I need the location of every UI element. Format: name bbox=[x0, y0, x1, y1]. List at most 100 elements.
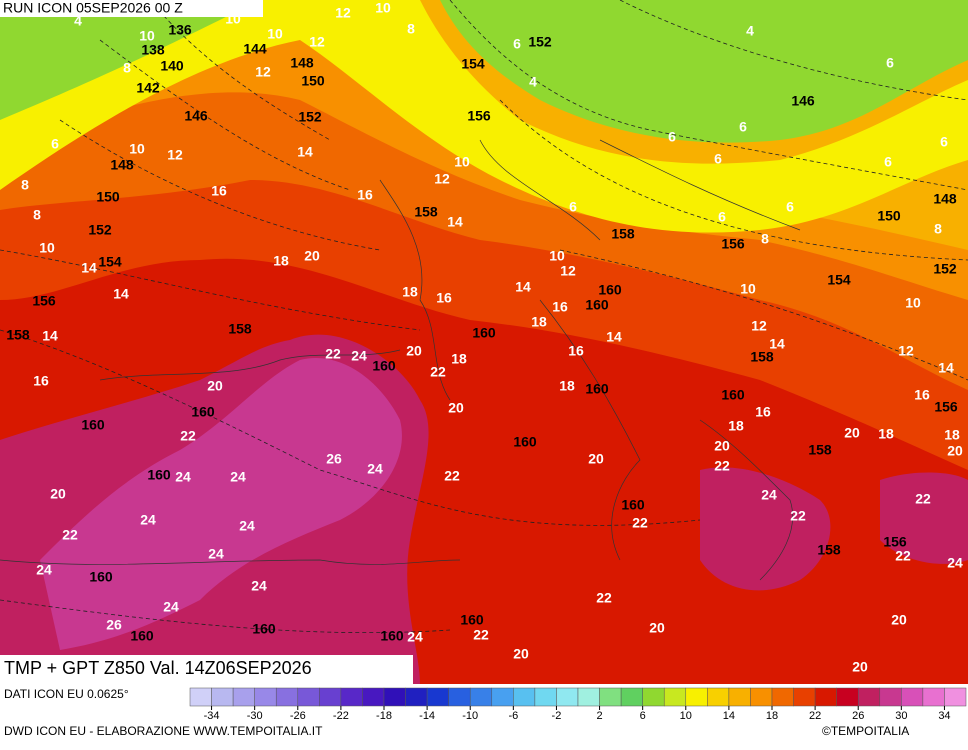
colorbar-swatch bbox=[362, 687, 385, 707]
colorbar-tick-label: -18 bbox=[376, 710, 392, 722]
colorbar-tick-label: 34 bbox=[938, 710, 950, 722]
temperature-label: 14 bbox=[606, 329, 622, 345]
temperature-label: 12 bbox=[335, 5, 351, 21]
temperature-label: 18 bbox=[402, 284, 418, 300]
temperature-label: 20 bbox=[852, 659, 868, 675]
geopotential-label: 160 bbox=[130, 628, 154, 644]
temperature-label: 6 bbox=[940, 134, 948, 150]
colorbar-tick-label: -26 bbox=[290, 710, 306, 722]
temperature-label: 10 bbox=[139, 28, 155, 44]
temperature-label: 12 bbox=[434, 171, 450, 187]
geopotential-contours bbox=[0, 0, 968, 634]
colorbar-swatch bbox=[642, 687, 665, 707]
temperature-label: 12 bbox=[898, 343, 914, 359]
colorbar-swatch bbox=[232, 687, 255, 707]
temperature-label: 10 bbox=[39, 240, 55, 256]
temperature-label: 24 bbox=[367, 461, 383, 477]
temperature-label: 26 bbox=[106, 617, 122, 633]
geopotential-label: 152 bbox=[528, 34, 552, 50]
geopotential-label: 156 bbox=[467, 108, 491, 124]
temperature-label: 20 bbox=[947, 443, 963, 459]
colorbar-tick-label: 18 bbox=[766, 710, 778, 722]
geopotential-label: 160 bbox=[460, 612, 484, 628]
temperature-label: 8 bbox=[21, 177, 29, 193]
colorbar-swatch bbox=[620, 687, 643, 707]
geopotential-label: 148 bbox=[933, 191, 957, 207]
temperature-label: 20 bbox=[844, 425, 860, 441]
geopotential-label: 160 bbox=[147, 467, 171, 483]
geopotential-label: 152 bbox=[88, 222, 112, 238]
temperature-label: 22 bbox=[632, 515, 648, 531]
geopotential-label: 158 bbox=[414, 204, 438, 220]
geopotential-label: 156 bbox=[721, 236, 745, 252]
colorbar-swatch bbox=[922, 687, 945, 707]
geopotential-label: 160 bbox=[252, 621, 276, 637]
temperature-label: 12 bbox=[167, 147, 183, 163]
colorbar-tick-label: -2 bbox=[552, 710, 562, 722]
colorbar-swatch bbox=[556, 687, 579, 707]
temperature-label: 14 bbox=[447, 214, 463, 230]
colorbar-tick-label: -34 bbox=[204, 710, 220, 722]
temperature-label: 6 bbox=[513, 36, 521, 52]
colorbar-swatch bbox=[189, 687, 212, 707]
geopotential-label: 160 bbox=[372, 358, 396, 374]
colorbar-swatch bbox=[383, 687, 406, 707]
temperature-label: 6 bbox=[569, 199, 577, 215]
temperature-label: 8 bbox=[123, 60, 131, 76]
temperature-label: 6 bbox=[51, 136, 59, 152]
temperature-label: 18 bbox=[728, 418, 744, 434]
geopotential-label: 136 bbox=[168, 22, 192, 38]
temperature-label: 20 bbox=[891, 612, 907, 628]
colorbar-tick-label: 26 bbox=[852, 710, 864, 722]
colorbar-swatch bbox=[491, 687, 514, 707]
temperature-field bbox=[0, 0, 968, 684]
temperature-label: 24 bbox=[175, 469, 191, 485]
temperature-label: 12 bbox=[255, 64, 271, 80]
temperature-label: 8 bbox=[407, 21, 415, 37]
temperature-label: 10 bbox=[225, 11, 241, 27]
geopotential-label: 158 bbox=[750, 349, 774, 365]
colorbar-swatch bbox=[211, 687, 234, 707]
temperature-label: 10 bbox=[740, 281, 756, 297]
temperature-label: 6 bbox=[884, 154, 892, 170]
temperature-label: 20 bbox=[207, 378, 223, 394]
colorbar-tick-label: 6 bbox=[640, 710, 646, 722]
temperature-label: 22 bbox=[596, 590, 612, 606]
temperature-label: 22 bbox=[444, 468, 460, 484]
colorbar-tick-label: -22 bbox=[333, 710, 349, 722]
temperature-label: 16 bbox=[755, 404, 771, 420]
temperature-label: 12 bbox=[309, 34, 325, 50]
geopotential-label: 150 bbox=[301, 73, 325, 89]
geopotential-label: 146 bbox=[791, 93, 815, 109]
colorbar-swatch bbox=[448, 687, 471, 707]
colorbar-swatch bbox=[319, 687, 342, 707]
temperature-label: 24 bbox=[36, 562, 52, 578]
temperature-label: 16 bbox=[436, 290, 452, 306]
geopotential-label: 150 bbox=[96, 189, 120, 205]
temperature-label: 6 bbox=[714, 151, 722, 167]
geopotential-label: 154 bbox=[461, 56, 485, 72]
temperature-label: 18 bbox=[559, 378, 575, 394]
footer-left: DWD ICON EU - ELABORAZIONE WWW.TEMPOITAL… bbox=[4, 724, 323, 738]
geopotential-label: 142 bbox=[136, 80, 160, 96]
run-label: RUN ICON 05SEP2026 00 Z bbox=[3, 0, 183, 16]
temperature-label: 26 bbox=[326, 451, 342, 467]
temperature-label: 24 bbox=[208, 546, 224, 562]
temperature-label: 6 bbox=[668, 129, 676, 145]
temperature-label: 16 bbox=[33, 373, 49, 389]
coastlines bbox=[0, 139, 801, 581]
geopotential-label: 148 bbox=[110, 157, 134, 173]
temperature-label: 14 bbox=[297, 144, 313, 160]
geopotential-label: 138 bbox=[141, 42, 165, 58]
temperature-label: 4 bbox=[529, 74, 537, 90]
temperature-label: 14 bbox=[81, 260, 97, 276]
temperature-label: 22 bbox=[915, 491, 931, 507]
colorbar-swatch bbox=[275, 687, 299, 707]
geopotential-label: 158 bbox=[6, 327, 30, 343]
colorbar-tick-label: -30 bbox=[247, 710, 263, 722]
title: TMP + GPT Z850 Val. 14Z06SEP2026 bbox=[4, 658, 312, 678]
geopotential-label: 156 bbox=[883, 534, 907, 550]
geopotential-label: 158 bbox=[228, 321, 252, 337]
geopotential-label: 152 bbox=[298, 109, 322, 125]
colorbar-tick-label: -14 bbox=[419, 710, 435, 722]
